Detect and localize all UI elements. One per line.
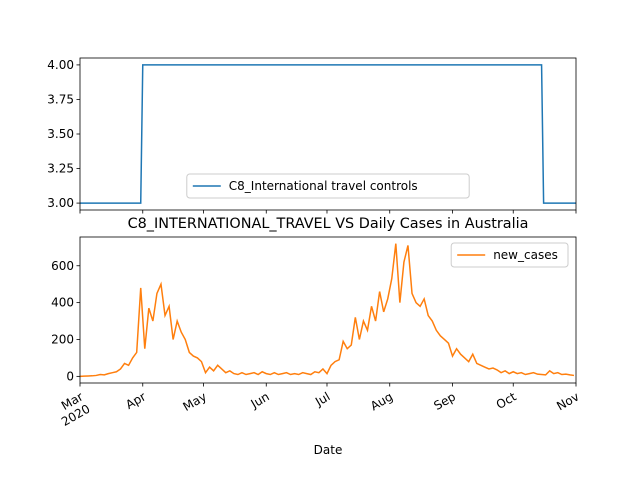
legend-label: new_cases	[493, 248, 558, 262]
y-tick-label: 3.50	[47, 127, 74, 141]
axes-frame	[79, 236, 577, 384]
x-tick-label: Nov	[554, 389, 581, 413]
series-line	[80, 64, 576, 204]
x-tick-label: Aug	[368, 389, 395, 413]
x-tick-label: Sep	[431, 389, 458, 412]
legend-box	[186, 173, 470, 199]
y-tick-label: 400	[51, 296, 74, 310]
chart-title: C8_INTERNATIONAL_TRAVEL VS Daily Cases i…	[128, 216, 529, 232]
x-tick-label: Jul	[312, 389, 332, 409]
y-tick-label: 600	[51, 259, 74, 273]
y-tick-label: 3.75	[47, 92, 74, 106]
x-tick-label: Oct	[494, 389, 519, 412]
x-tick-label: Jun	[248, 389, 272, 411]
legend-label: C8_International travel controls	[229, 179, 418, 193]
axes-frame	[79, 57, 577, 211]
y-tick-label: 4.00	[47, 58, 74, 72]
series-line	[80, 243, 575, 378]
y-tick-label: 200	[51, 332, 74, 346]
x-axis-label: Date	[314, 443, 343, 457]
y-tick-label: 3.00	[47, 196, 74, 210]
x-tick-label: May	[181, 389, 209, 414]
legend-box	[450, 242, 569, 268]
y-tick-label: 3.25	[47, 162, 74, 176]
y-tick-label: 0	[66, 369, 74, 383]
x-tick-label: Apr	[123, 389, 148, 412]
